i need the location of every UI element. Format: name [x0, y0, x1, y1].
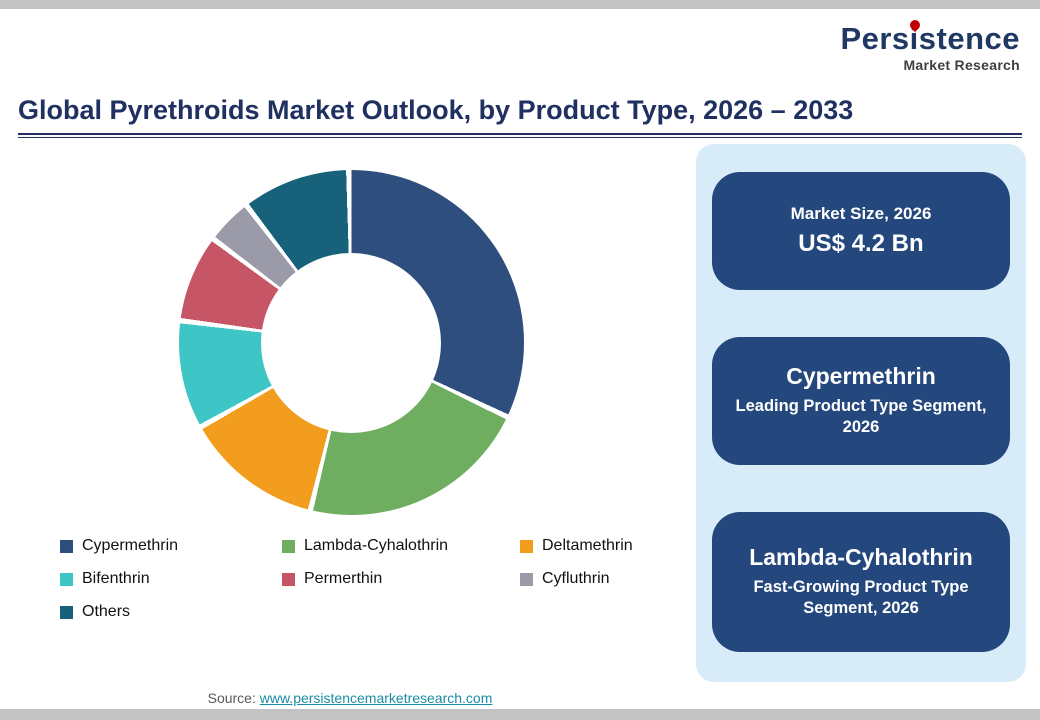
market-size-label: Market Size, 2026: [790, 204, 932, 224]
fast-growing-segment-card: Lambda-Cyhalothrin Fast-Growing Product …: [712, 512, 1010, 653]
fast-growing-segment-caption: Fast-Growing Product Type Segment, 2026: [753, 577, 969, 618]
donut-chart: [178, 170, 524, 516]
legend-swatch: [282, 572, 295, 586]
main-content: Cypermethrin Lambda-Cyhalothrin Deltamethr…: [18, 144, 1026, 683]
chart-column: Cypermethrin Lambda-Cyhalothrin Deltamethr…: [18, 144, 684, 621]
legend-swatch: [60, 572, 73, 586]
header: Persistence Market Research: [0, 9, 1040, 93]
donut-hole: [261, 252, 441, 433]
source-link[interactable]: www.persistencemarketresearch.com: [259, 690, 493, 706]
legend-swatch: [60, 539, 73, 553]
legend-label: Others: [82, 603, 131, 621]
legend-item: Permerthin: [282, 570, 520, 588]
highlight-panel: Market Size, 2026 US$ 4.2 Bn Cypermethri…: [696, 144, 1026, 683]
logo-sub-text: Market Research: [903, 56, 1020, 73]
legend-item: Lambda-Cyhalothrin: [282, 537, 520, 555]
leading-segment-card: Cypermethrin Leading Product Type Segmen…: [712, 337, 1010, 466]
legend-label: Lambda-Cyhalothrin: [304, 537, 449, 555]
title-rule: [18, 133, 1022, 136]
chart-legend: Cypermethrin Lambda-Cyhalothrin Deltamethr…: [60, 537, 684, 621]
company-logo: Persistence Market Research: [840, 17, 1020, 73]
logo-brand-text: Persistence: [840, 21, 1020, 56]
legend-swatch: [282, 539, 295, 553]
legend-item: Others: [60, 603, 282, 621]
legend-label: Deltamethrin: [542, 537, 633, 555]
legend-label: Cyfluthrin: [542, 570, 610, 588]
legend-label: Cypermethrin: [82, 537, 179, 555]
legend-item: Bifenthrin: [60, 570, 282, 588]
source-label: Source:: [207, 690, 260, 706]
market-size-card: Market Size, 2026 US$ 4.2 Bn: [712, 172, 1010, 291]
legend-swatch: [520, 572, 533, 586]
page-title: Global Pyrethroids Market Outlook, by Pr…: [18, 95, 854, 125]
legend-swatch: [520, 539, 533, 553]
title-block: Global Pyrethroids Market Outlook, by Pr…: [18, 95, 1022, 139]
source-line: Source: www.persistencemarketresearch.co…: [0, 690, 700, 706]
fast-growing-segment-name: Lambda-Cyhalothrin: [749, 544, 973, 571]
market-size-value: US$ 4.2 Bn: [798, 230, 924, 258]
legend-label: Permerthin: [304, 570, 383, 588]
leading-segment-name: Cypermethrin: [786, 363, 936, 390]
legend-item: Cyfluthrin: [520, 570, 684, 588]
title-rule-thin: [18, 137, 1022, 139]
legend-item: Deltamethrin: [520, 537, 684, 555]
legend-item: Cypermethrin: [60, 537, 282, 555]
legend-swatch: [60, 605, 73, 619]
leading-segment-caption: Leading Product Type Segment, 2026: [735, 396, 987, 437]
legend-label: Bifenthrin: [82, 570, 150, 588]
